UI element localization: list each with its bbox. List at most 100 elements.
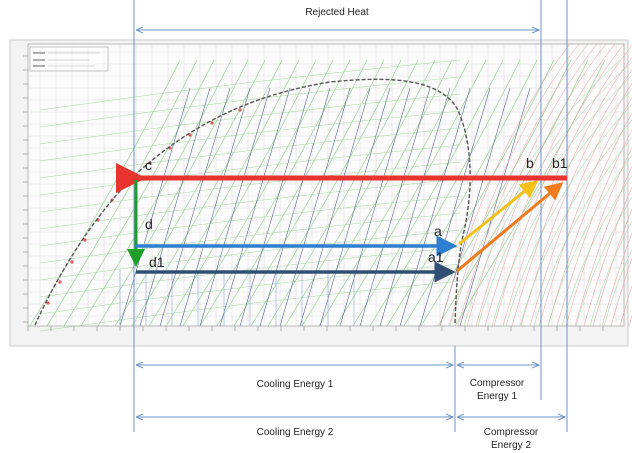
isotherm-line: [284, 59, 436, 327]
superheat-line: [475, 43, 607, 327]
isentrope-line: [119, 87, 191, 327]
isotherm-line: [403, 59, 555, 327]
isentrope-line: [339, 87, 411, 327]
superheat-line: [592, 208, 632, 327]
point-label-d1: d1: [149, 254, 165, 270]
dome-marker: [46, 301, 50, 305]
superheat-line: [583, 186, 632, 327]
point-label-c: c: [145, 157, 152, 173]
isotherm-line: [318, 59, 470, 327]
isotherm-curve: [39, 246, 461, 298]
superheat-line: [448, 43, 580, 327]
superheat-line: [601, 232, 632, 327]
isentrope-line: [419, 87, 491, 327]
isotherm-line: [131, 59, 283, 327]
cooling-energy-1-label: Cooling Energy 1: [257, 379, 334, 390]
dome-marker: [58, 280, 62, 284]
isotherm-curve: [39, 195, 461, 247]
superheat-isotherm: [561, 174, 632, 327]
superheat-line: [547, 112, 632, 327]
cooling-energy-2-label: Cooling Energy 2: [257, 427, 334, 438]
isotherm-curve: [39, 59, 461, 111]
isentrope-line: [399, 87, 471, 327]
superheat-isotherm: [505, 103, 632, 327]
superheat-line: [574, 166, 632, 327]
superheat-line: [538, 97, 632, 327]
isotherm-line: [216, 59, 368, 327]
isotherm-lines: [29, 59, 606, 332]
isentrope-lines: [119, 87, 531, 327]
compressor-energy-2-label-line1: Compressor: [484, 427, 539, 438]
compression-1-arrow: [458, 180, 539, 246]
isotherm-line: [386, 59, 538, 327]
isotherm-line: [63, 59, 215, 327]
dome-marker: [238, 108, 242, 112]
isotherm-line: [46, 59, 198, 327]
dome-marker: [210, 121, 214, 125]
point-label-b1: b1: [552, 155, 568, 171]
point-label-b: b: [526, 155, 534, 171]
superheat-line: [502, 44, 632, 327]
isentrope-line: [259, 87, 331, 327]
superheat-isotherm: [603, 248, 632, 327]
superheat-isotherm: [547, 154, 632, 327]
isentrope-line: [159, 87, 231, 327]
isotherm-curve: [39, 144, 461, 196]
superheat-isotherm: [533, 136, 632, 327]
isotherm-line: [250, 59, 402, 327]
isotherm-curve: [39, 76, 461, 128]
isotherm-curve: [39, 110, 461, 162]
isotherm-curve: [39, 161, 461, 213]
superheat-lines: [119, 43, 632, 327]
dome-marker: [83, 238, 87, 242]
isentrope-line: [299, 87, 371, 327]
isotherm-line: [29, 59, 181, 327]
superheat-isotherm: [589, 220, 632, 327]
chart-gridlines: [28, 44, 624, 326]
isotherm-line: [335, 59, 487, 327]
compressor-energy-1-label-line2: Energy 1: [477, 391, 517, 402]
isentrope-line: [219, 87, 291, 327]
isotherm-line: [352, 59, 504, 327]
superheat-line: [493, 43, 625, 327]
dome-marker: [70, 260, 74, 264]
isotherm-line: [301, 59, 453, 327]
isentrope-line: [359, 87, 431, 327]
superheat-isotherm: [575, 196, 632, 327]
isotherm-curve: [39, 178, 461, 230]
point-label-a: a: [434, 223, 442, 239]
legend-box: [29, 46, 109, 72]
isentrope-line: [279, 87, 351, 327]
isentrope-line: [239, 87, 311, 327]
isotherm-line: [165, 59, 317, 327]
compression-2-arrow: [456, 182, 564, 273]
superheat-isotherm: [449, 59, 621, 327]
compressor-energy-1-label-line1: Compressor: [470, 378, 525, 389]
isotherm-line: [114, 59, 266, 327]
superheat-line: [610, 257, 632, 327]
compressor-energy-2-label-line2: Energy 2: [491, 440, 531, 451]
isentrope-line: [459, 87, 531, 327]
superheat-line: [439, 43, 571, 327]
isotherm-curve: [39, 212, 461, 264]
superheat-line: [511, 56, 632, 327]
superheat-line: [565, 147, 632, 327]
isotherm-line: [148, 59, 300, 327]
isotherm-line: [369, 59, 521, 327]
point-label-a1: a1: [428, 249, 444, 265]
isentrope-line: [179, 87, 251, 327]
isentrope-line: [319, 87, 391, 327]
saturation-dome: [34, 78, 471, 326]
isotherm-line: [420, 59, 572, 327]
superheat-line: [556, 129, 632, 327]
superheat-line: [484, 43, 616, 327]
isentrope-line: [199, 87, 271, 327]
point-label-d: d: [145, 216, 153, 232]
axis-tick-marks: [23, 55, 604, 331]
isotherm-curve: [39, 127, 461, 179]
isotherm-line: [182, 59, 334, 327]
superheat-line: [529, 82, 632, 327]
isotherm-curve: [39, 229, 461, 281]
